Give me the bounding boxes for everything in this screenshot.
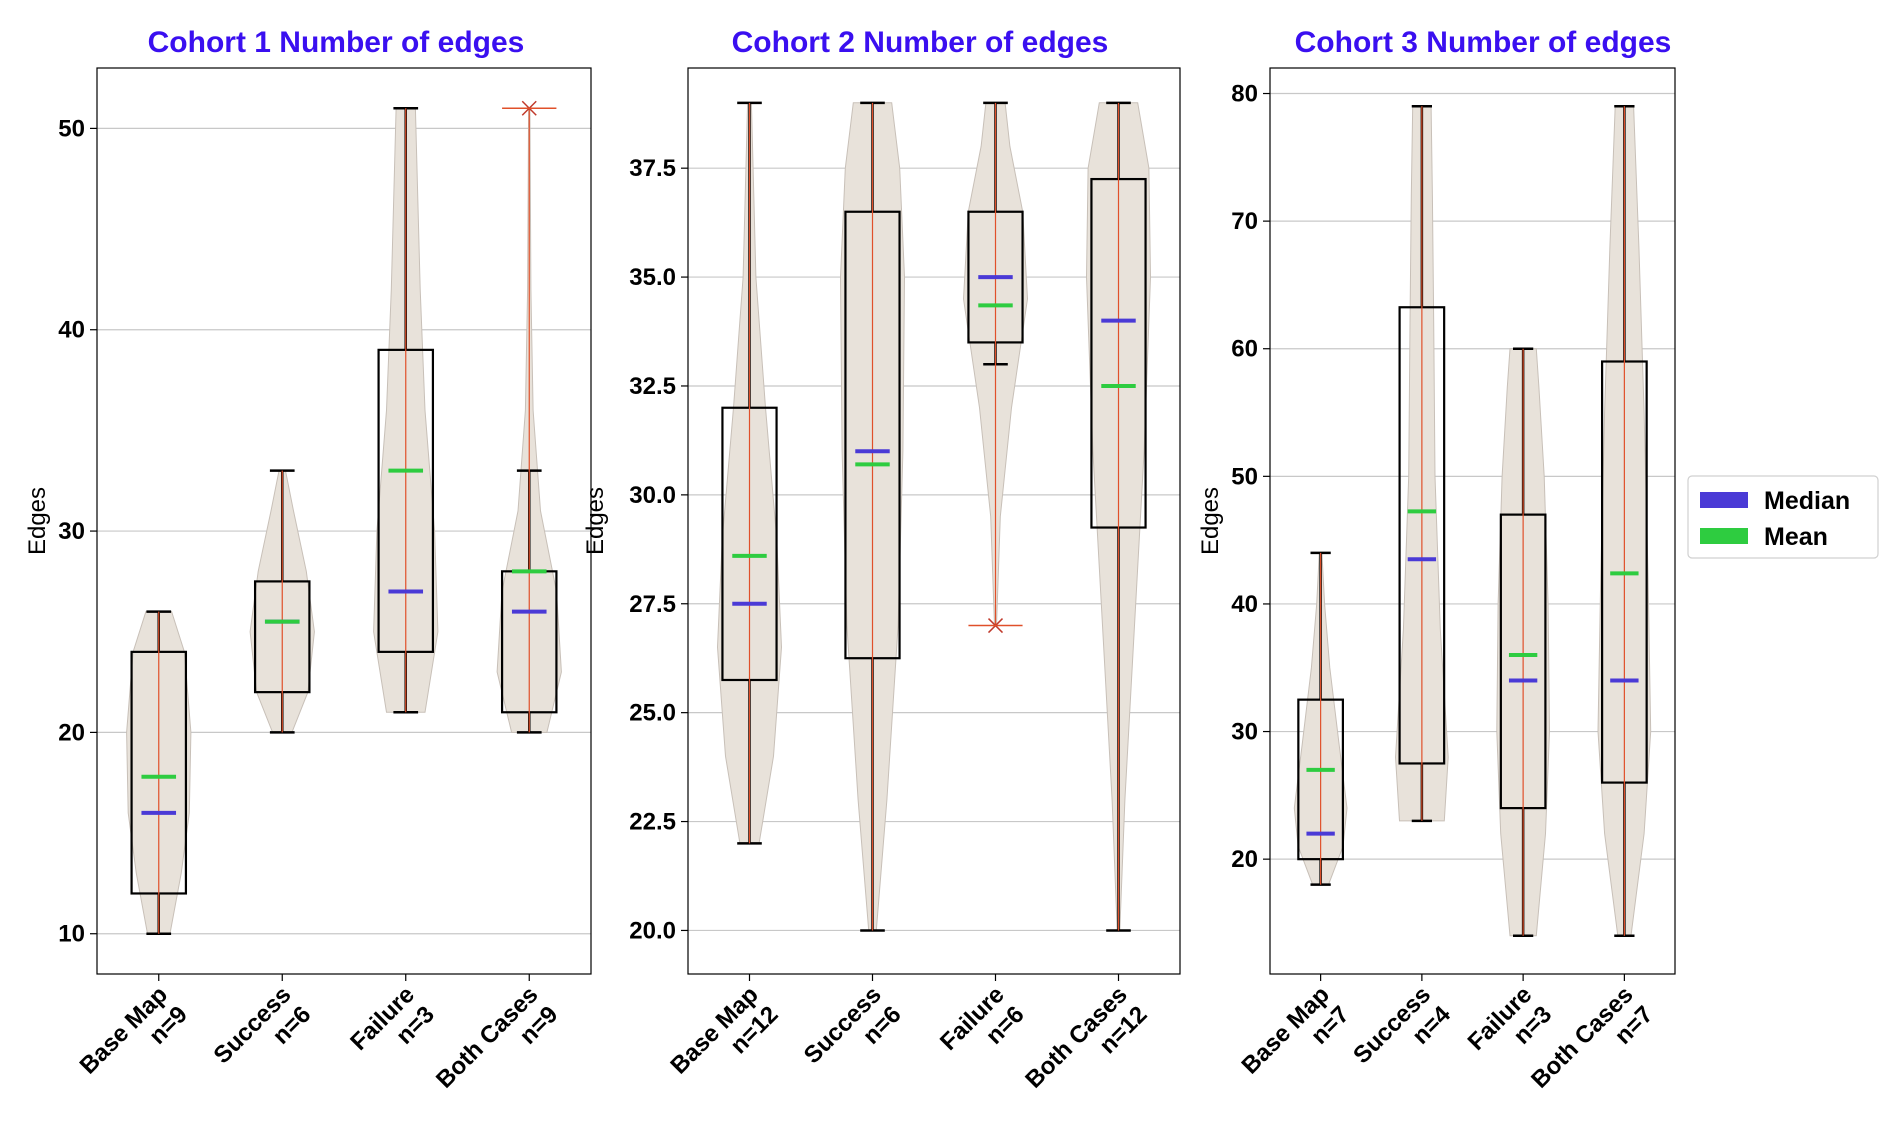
y-tick-label: 50 <box>1231 463 1258 490</box>
chart-panel-3: Cohort 3 Number of edges 20 30 40 50 60 70 80 Ed… <box>1197 26 1676 1113</box>
y-tick-label: 27.5 <box>629 591 676 618</box>
y-tick-label: 30 <box>1231 719 1258 746</box>
legend-median-swatch <box>1700 492 1748 508</box>
plot-frame <box>96 67 592 975</box>
chart-panel-2: Cohort 2 Number of edges 20.0 22.5 25.0 27.5… <box>582 26 1181 1113</box>
legend: Median Mean <box>1687 475 1879 559</box>
y-tick-label: 20 <box>58 719 85 746</box>
y-tick-label: 10 <box>58 921 85 948</box>
y-tick-label: 60 <box>1231 336 1258 363</box>
chart-title: Cohort 3 Number of edges <box>1295 26 1672 59</box>
y-tick-label: 22.5 <box>629 809 676 836</box>
y-tick-label: 70 <box>1231 208 1258 235</box>
y-tick-label: 25.0 <box>629 700 676 727</box>
y-tick-label: 40 <box>1231 591 1258 618</box>
x-tick-label: Both Casesn=9 <box>431 981 563 1113</box>
y-tick-label: 35.0 <box>629 264 676 291</box>
legend-median-label: Median <box>1764 487 1850 515</box>
legend-mean-label: Mean <box>1764 523 1828 551</box>
x-tick-label: Base Mapn=7 <box>1237 981 1355 1099</box>
chart-title: Cohort 2 Number of edges <box>732 26 1109 59</box>
legend-mean-swatch <box>1700 528 1748 544</box>
y-tick-label: 80 <box>1231 81 1258 108</box>
y-tick-label: 37.5 <box>629 155 676 182</box>
plot-frame <box>1269 67 1676 975</box>
x-tick-label: Failuren=3 <box>345 981 440 1076</box>
x-tick-label: Successn=6 <box>799 981 907 1089</box>
x-tick-label: Successn=4 <box>1348 981 1456 1089</box>
y-axis-label: Edges <box>582 487 609 555</box>
x-tick-label: Failuren=6 <box>935 981 1030 1076</box>
x-tick-label: Base Mapn=9 <box>75 981 193 1099</box>
y-tick-label: 50 <box>58 115 85 142</box>
y-tick-label: 40 <box>58 317 85 344</box>
y-tick-label: 30.0 <box>629 482 676 509</box>
y-tick-label: 20.0 <box>629 917 676 944</box>
y-tick-label: 32.5 <box>629 373 676 400</box>
y-axis-label: Edges <box>24 487 51 555</box>
chart-panel-1: Cohort 1 Number of edges 10 20 30 40 50 Edges B… <box>24 26 592 1113</box>
x-tick-label: Successn=6 <box>209 981 317 1089</box>
x-tick-label: Both Casesn=7 <box>1526 981 1658 1113</box>
plot-frame <box>687 67 1181 975</box>
y-axis-label: Edges <box>1197 487 1224 555</box>
y-tick-label: 30 <box>58 518 85 545</box>
x-tick-label: Base Mapn=12 <box>665 981 783 1099</box>
chart-title: Cohort 1 Number of edges <box>148 26 525 59</box>
y-tick-label: 20 <box>1231 846 1258 873</box>
x-tick-label: Both Casesn=12 <box>1020 981 1152 1113</box>
panels: Cohort 1 Number of edges 10 20 30 40 50 Edges B… <box>24 26 1676 1113</box>
